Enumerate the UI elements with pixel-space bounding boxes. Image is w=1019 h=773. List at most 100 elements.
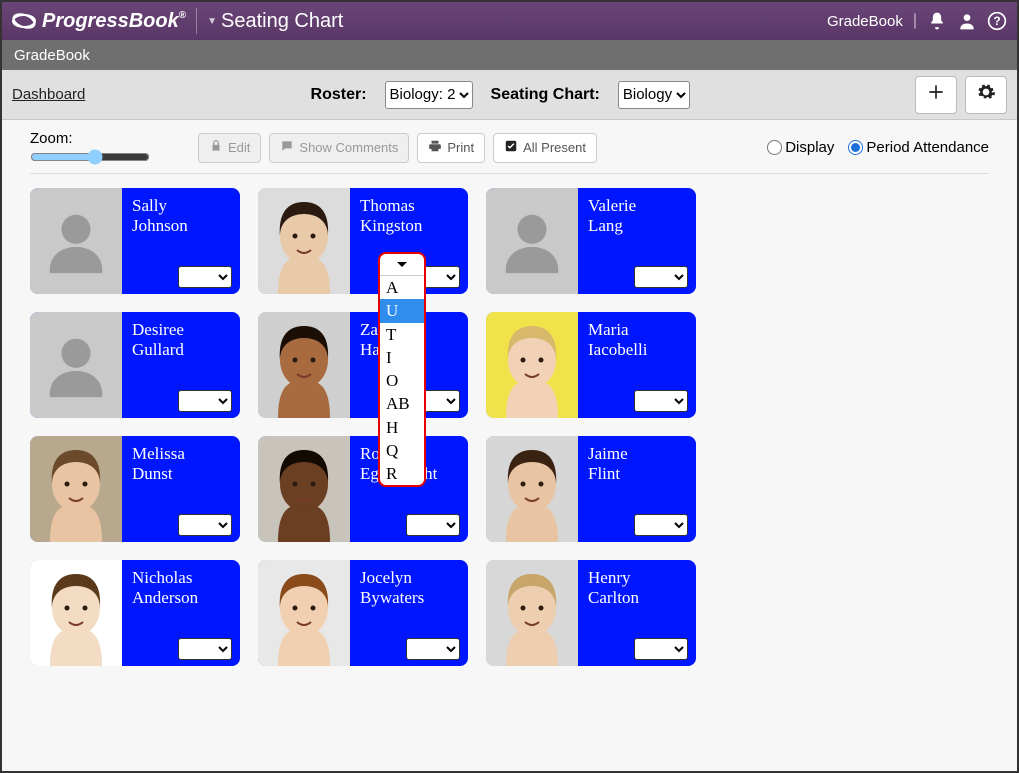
topbar-divider [196, 8, 197, 34]
student-info: ValerieLang [578, 188, 696, 294]
attendance-option[interactable]: U [380, 299, 424, 322]
edit-button[interactable]: Edit [198, 133, 261, 163]
module-label[interactable]: GradeBook [827, 13, 903, 30]
student-photo [30, 188, 122, 294]
attendance-option[interactable]: AB [380, 392, 424, 415]
subbar: GradeBook [2, 40, 1017, 70]
all-present-label: All Present [523, 140, 586, 155]
period-radio-input[interactable] [848, 140, 863, 155]
attendance-select[interactable] [406, 514, 460, 536]
chevron-down-icon[interactable] [380, 254, 424, 276]
student-name: ThomasKingston [360, 196, 460, 237]
display-radio-input[interactable] [767, 140, 782, 155]
main: Zoom: Edit Show Comments Print All Prese… [2, 120, 1017, 771]
student-info: JaimeFlint [578, 436, 696, 542]
add-button[interactable] [915, 76, 957, 114]
student-info: HenryCarlton [578, 560, 696, 666]
display-radio-label: Display [785, 139, 834, 156]
attendance-option[interactable]: A [380, 276, 424, 299]
student-photo [486, 188, 578, 294]
user-icon[interactable] [957, 11, 977, 31]
student-name: JocelynBywaters [360, 568, 460, 609]
student-photo [30, 436, 122, 542]
student-card[interactable]: JaimeFlint [486, 436, 696, 542]
check-icon [504, 139, 518, 156]
attendance-select[interactable] [178, 514, 232, 536]
breadcrumb-dashboard[interactable]: Dashboard [12, 86, 85, 103]
student-photo [486, 436, 578, 542]
attendance-dropdown-open[interactable]: AUTIOABHQR [378, 252, 426, 487]
caret-down-icon: ▼ [207, 16, 217, 27]
toolbar-center: Roster: Biology: 2 Seating Chart: Biolog… [311, 81, 690, 109]
student-info: MariaIacobelli [578, 312, 696, 418]
settings-button[interactable] [965, 76, 1007, 114]
brand-name: ProgressBook® [42, 10, 186, 33]
edit-label: Edit [228, 140, 250, 155]
lock-icon [209, 139, 223, 156]
attendance-select[interactable] [178, 638, 232, 660]
student-card[interactable]: MariaIacobelli [486, 312, 696, 418]
print-button[interactable]: Print [417, 133, 485, 163]
student-card[interactable]: ValerieLang [486, 188, 696, 294]
attendance-select[interactable] [634, 514, 688, 536]
pipe-divider: | [913, 12, 917, 30]
attendance-select[interactable] [634, 266, 688, 288]
student-name: JaimeFlint [588, 444, 688, 485]
page-title-dropdown[interactable]: ▼ Seating Chart [207, 10, 343, 33]
attendance-select[interactable] [634, 390, 688, 412]
help-icon[interactable]: ? [987, 11, 1007, 31]
attendance-option[interactable]: O [380, 369, 424, 392]
attendance-select[interactable] [178, 266, 232, 288]
topbar-right: GradeBook | ? [827, 11, 1007, 31]
student-card[interactable]: MelissaDunst [30, 436, 240, 542]
period-attendance-radio[interactable]: Period Attendance [848, 139, 989, 156]
student-photo [486, 560, 578, 666]
toolbar-right [915, 76, 1007, 114]
chart-label: Seating Chart: [491, 86, 600, 104]
logo[interactable]: ProgressBook® [12, 9, 186, 33]
svg-text:?: ? [993, 15, 1000, 28]
zoom-control: Zoom: [30, 130, 150, 165]
all-present-button[interactable]: All Present [493, 133, 597, 163]
show-comments-button[interactable]: Show Comments [269, 133, 409, 163]
student-card[interactable]: HenryCarlton [486, 560, 696, 666]
student-name: MariaIacobelli [588, 320, 688, 361]
period-radio-label: Period Attendance [866, 139, 989, 156]
student-card[interactable]: SallyJohnson [30, 188, 240, 294]
student-card[interactable]: JocelynBywaters [258, 560, 468, 666]
display-radio[interactable]: Display [767, 139, 834, 156]
student-card[interactable]: ZacharyHart [258, 312, 468, 418]
roster-select[interactable]: Biology: 2 [385, 81, 473, 109]
print-label: Print [447, 140, 474, 155]
student-photo [258, 312, 350, 418]
seating-grid: SallyJohnson ThomasKingstonAUTIOABHQRVal… [30, 188, 989, 666]
attendance-option[interactable]: R [380, 462, 424, 485]
subbar-label[interactable]: GradeBook [14, 47, 90, 64]
student-card[interactable]: DesireeGullard [30, 312, 240, 418]
attendance-option[interactable]: I [380, 346, 424, 369]
page-title: Seating Chart [221, 10, 343, 33]
student-card[interactable]: RonaldEggebrecht [258, 436, 468, 542]
zoom-slider[interactable] [30, 149, 150, 165]
student-name: SallyJohnson [132, 196, 232, 237]
student-photo [30, 560, 122, 666]
student-card[interactable]: ThomasKingstonAUTIOABHQR [258, 188, 468, 294]
attendance-select[interactable] [178, 390, 232, 412]
attendance-option[interactable]: T [380, 323, 424, 346]
student-name: ValerieLang [588, 196, 688, 237]
attendance-select[interactable] [634, 638, 688, 660]
student-photo [486, 312, 578, 418]
bell-icon[interactable] [927, 11, 947, 31]
attendance-option[interactable]: H [380, 416, 424, 439]
toolbar: Dashboard Roster: Biology: 2 Seating Cha… [2, 70, 1017, 120]
student-photo [258, 560, 350, 666]
student-name: DesireeGullard [132, 320, 232, 361]
attendance-option[interactable]: Q [380, 439, 424, 462]
student-info: DesireeGullard [122, 312, 240, 418]
student-card[interactable]: NicholasAnderson [30, 560, 240, 666]
student-photo [258, 436, 350, 542]
chart-select[interactable]: Biology [618, 81, 690, 109]
zoom-label: Zoom: [30, 130, 150, 147]
gear-icon [976, 82, 996, 108]
attendance-select[interactable] [406, 638, 460, 660]
